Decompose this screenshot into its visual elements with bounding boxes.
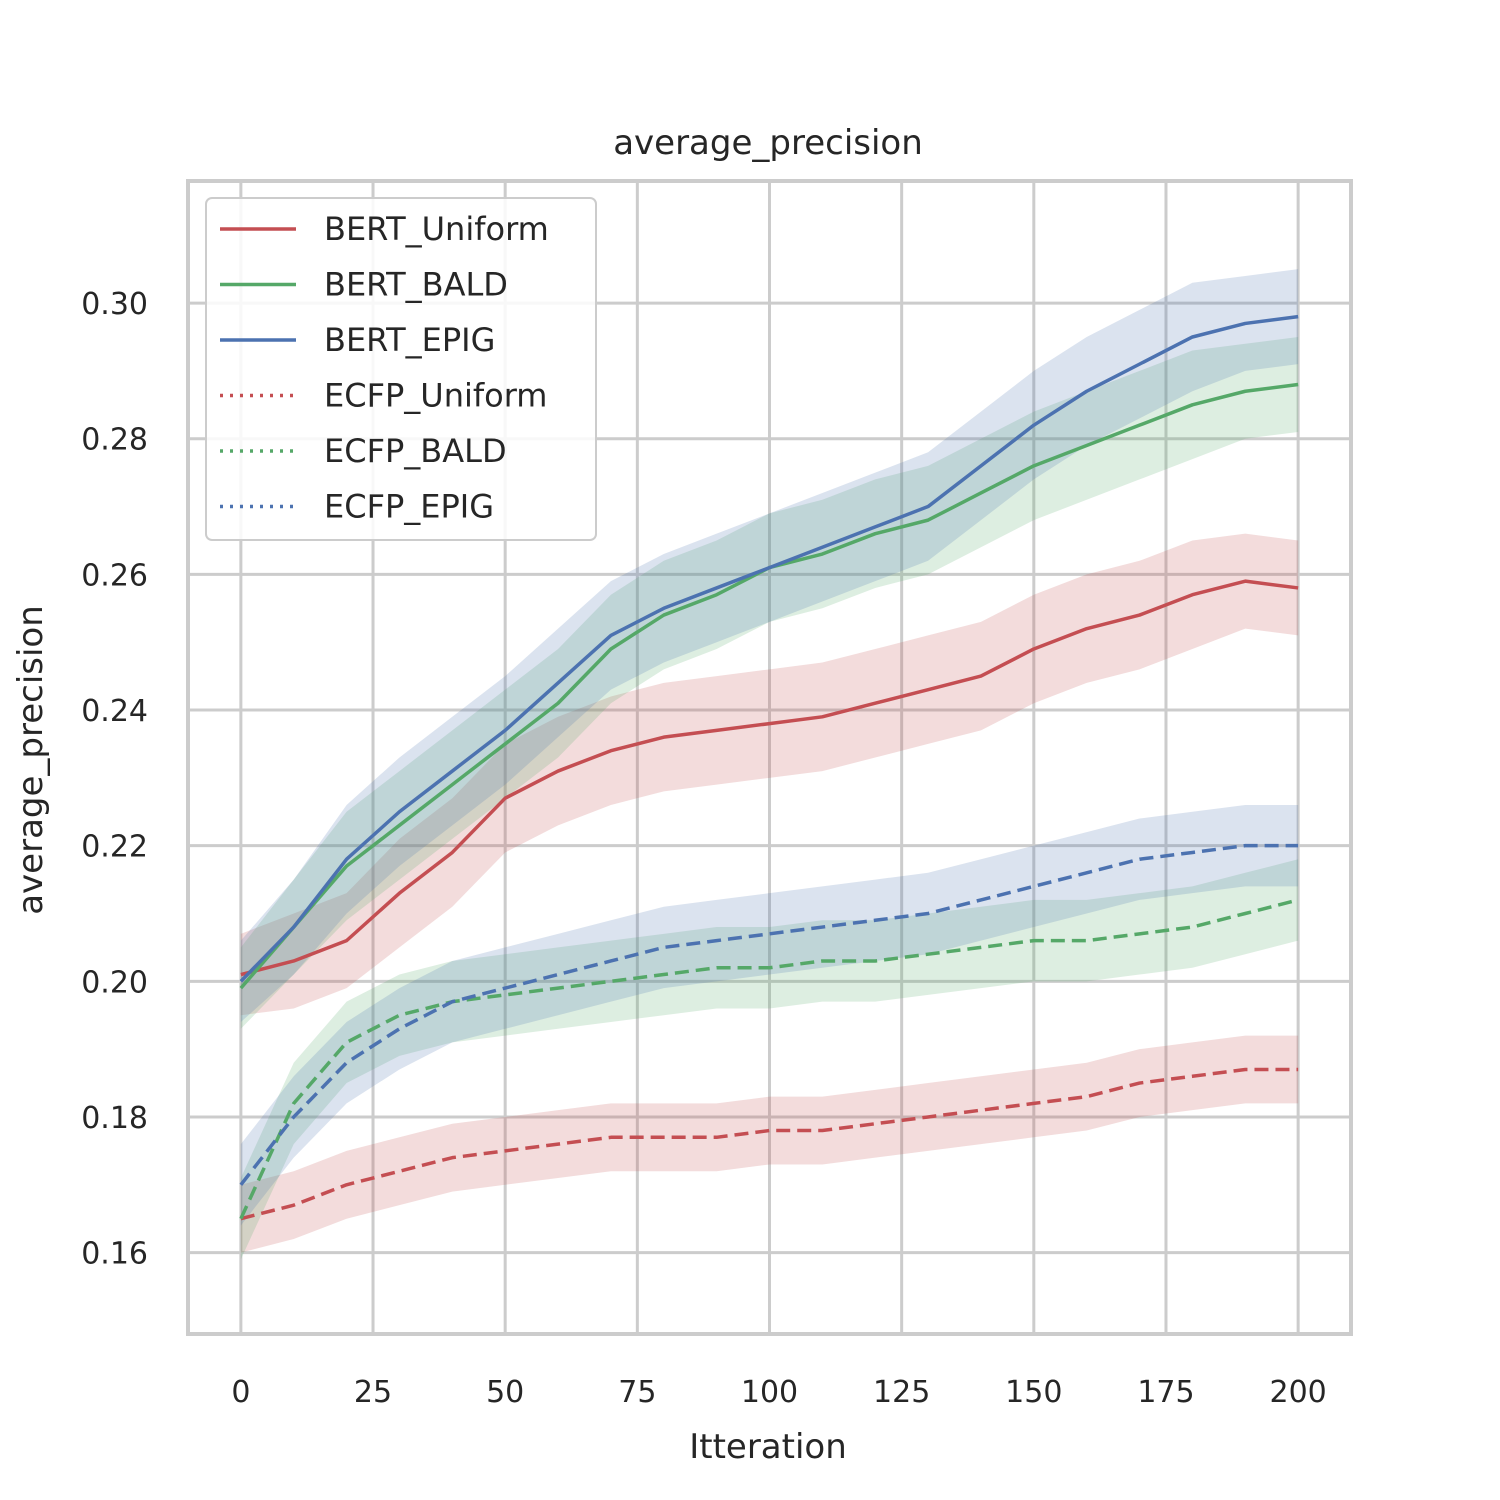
y-tick-labels: 0.16 0.18 0.20 0.22 0.24 0.26 0.28 0.30 — [81, 287, 148, 1272]
y-tick-label: 0.28 — [81, 423, 148, 458]
x-tick-label: 175 — [1137, 1375, 1194, 1410]
legend-label: BERT_EPIG — [324, 321, 495, 359]
plot-frame — [186, 179, 1353, 1336]
confidence-band-bert-epig — [240, 269, 1299, 1023]
series-line-bert-epig — [239, 314, 1299, 983]
x-tick-label: 100 — [741, 1375, 798, 1410]
confidence-bands — [240, 269, 1299, 1260]
series-line-ecfp-epig — [239, 843, 1299, 1186]
x-tick-label: 150 — [1005, 1375, 1062, 1410]
series-line-ecfp-bald — [239, 898, 1299, 1220]
x-axis-label: Itteration — [689, 1427, 847, 1467]
confidence-band-ecfp-bald — [240, 859, 1299, 1260]
x-tick-label: 50 — [486, 1375, 524, 1410]
legend-label: BERT_BALD — [324, 266, 508, 304]
y-tick-label: 0.24 — [81, 694, 148, 729]
confidence-band-ecfp-uniform — [240, 1035, 1299, 1253]
confidence-band-bert-bald — [240, 336, 1299, 1029]
x-tick-label: 0 — [231, 1375, 250, 1410]
x-tick-label: 200 — [1270, 1375, 1327, 1410]
x-tick-label: 125 — [873, 1375, 930, 1410]
x-tick-labels: 0 25 50 75 100 125 150 175 200 — [231, 1375, 1326, 1410]
legend-box — [205, 197, 597, 541]
y-tick-label: 0.18 — [81, 1101, 148, 1136]
y-tick-label: 0.20 — [81, 965, 148, 1000]
y-tick-label: 0.22 — [81, 830, 148, 865]
y-axis-label: average_precision — [11, 605, 51, 915]
chart-title: average_precision — [613, 123, 923, 163]
legend-label: ECFP_Uniform — [324, 377, 547, 415]
series-lines — [239, 314, 1299, 1221]
legend-label: ECFP_BALD — [324, 432, 507, 470]
confidence-band-bert-uniform — [240, 533, 1299, 1016]
x-tick-label: 25 — [354, 1375, 392, 1410]
legend: BERT_Uniform BERT_BALD BERT_EPIG ECFP_Unifo… — [205, 197, 597, 541]
x-tick-label: 75 — [618, 1375, 656, 1410]
confidence-band-ecfp-epig — [240, 804, 1299, 1226]
y-tick-label: 0.26 — [81, 558, 148, 593]
y-tick-label: 0.30 — [81, 287, 148, 322]
legend-label: BERT_Uniform — [324, 210, 549, 248]
legend-label: ECFP_EPIG — [324, 488, 494, 526]
series-line-bert-uniform — [240, 579, 1299, 977]
series-line-ecfp-uniform — [240, 1067, 1299, 1221]
y-tick-label: 0.16 — [81, 1237, 148, 1272]
